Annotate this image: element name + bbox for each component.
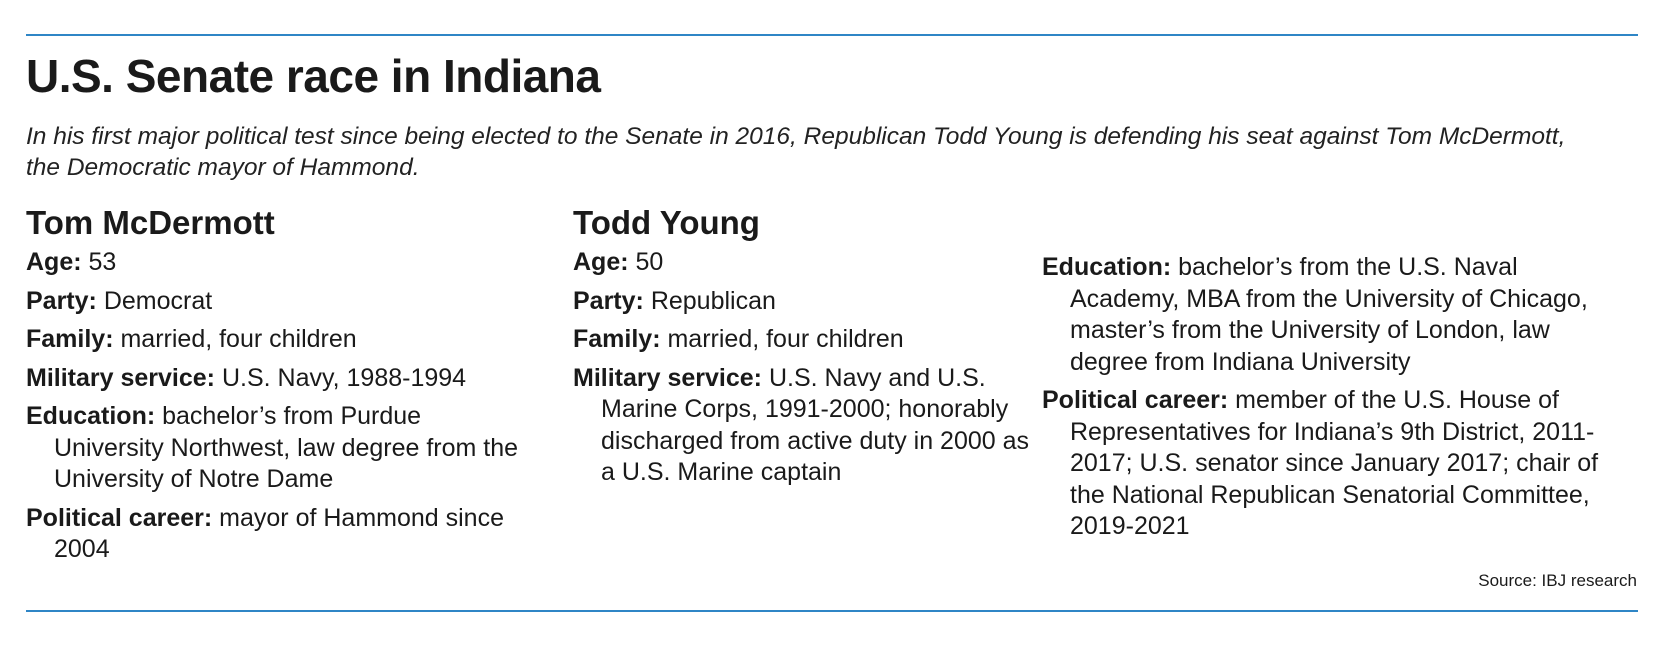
age-label: Age: [573, 248, 629, 276]
family-value: married, four children [113, 325, 357, 353]
mcdermott-education: Education: bachelor’s from Purdue Univer… [26, 401, 526, 496]
family-label: Family: [26, 325, 114, 353]
young-career: Political career: member of the U.S. Hou… [1042, 385, 1622, 543]
military-label: Military service: [26, 363, 215, 392]
young-military: Military service: U.S. Navy and U.S. Mar… [573, 363, 1043, 489]
career-value: member of the U.S. House of Representati… [1070, 386, 1599, 540]
young-education: Education: bachelor’s from the U.S. Nava… [1042, 252, 1622, 378]
career-label: Political career: [26, 503, 213, 532]
young-age: Age: 50 [573, 247, 1043, 279]
career-label: Political career: [1042, 386, 1229, 414]
education-value: bachelor’s from the U.S. Naval Academy, … [1070, 253, 1588, 376]
young-column: Todd Young Age: 50 Party: Republican Fam… [573, 203, 1043, 496]
page-subtitle: In his first major political test since … [26, 123, 1566, 181]
mcdermott-column: Tom McDermott Age: 53 Party: Democrat Fa… [26, 203, 526, 573]
mcdermott-name: Tom McDermott [26, 204, 275, 241]
mcdermott-military: Military service: U.S. Navy, 1988-1994 [26, 363, 526, 395]
mcdermott-party: Party: Democrat [26, 286, 526, 318]
page-title: U.S. Senate race in Indiana [26, 50, 601, 102]
family-value: married, four children [660, 325, 904, 353]
mcdermott-age: Age: 53 [26, 247, 526, 279]
mcdermott-family: Family: married, four children [26, 324, 526, 356]
mcdermott-career: Political career: mayor of Hammond since… [26, 503, 526, 566]
top-rule [26, 34, 1638, 36]
source-credit: Source: IBJ research [1478, 571, 1637, 590]
education-label: Education: [26, 402, 156, 430]
age-value: 50 [628, 248, 664, 276]
age-label: Age: [26, 248, 82, 276]
party-value: Democrat [96, 286, 213, 315]
military-value: U.S. Navy, 1988-1994 [215, 363, 467, 392]
military-value: U.S. Navy and U.S. Marine Corps, 1991-20… [601, 363, 1030, 487]
young-name: Todd Young [573, 204, 760, 241]
career-value: mayor of Hammond since 2004 [54, 503, 504, 564]
party-value: Republican [643, 286, 776, 315]
party-label: Party: [26, 286, 97, 315]
party-label: Party: [573, 286, 644, 315]
young-column-continued: Education: bachelor’s from the U.S. Nava… [1042, 252, 1622, 550]
young-party: Party: Republican [573, 286, 1043, 318]
education-label: Education: [1042, 253, 1172, 281]
education-value: bachelor’s from Purdue University Northw… [54, 402, 519, 493]
family-label: Family: [573, 325, 661, 353]
military-label: Military service: [573, 363, 762, 392]
bottom-rule [26, 610, 1638, 612]
age-value: 53 [81, 248, 117, 276]
young-family: Family: married, four children [573, 324, 1043, 356]
